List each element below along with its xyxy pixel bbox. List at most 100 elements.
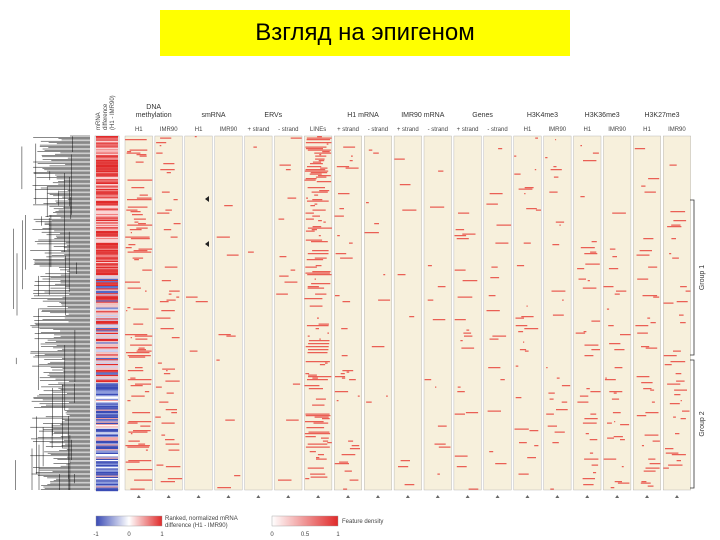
mrna-difference-stripe [96,464,118,466]
heatmap-track [364,135,392,491]
mrna-difference-stripe [96,400,118,402]
mrna-difference-stripe [96,397,118,399]
mrna-difference-label: (H1 - IMR90) [110,95,116,130]
mrna-difference-stripe [96,307,118,309]
mrna-difference-stripe [96,454,118,456]
heatmap-track [334,135,362,491]
mrna-difference-stripe [96,308,118,310]
density-legend-tick: 0.5 [301,532,310,538]
mrna-difference-stripe [96,335,118,337]
mrna-difference-stripe [96,484,118,486]
mrna-difference-stripe [96,439,118,441]
mrna-difference-stripe [96,205,118,207]
mrna-difference-colorbar [95,515,163,527]
mrna-difference-stripe [96,427,118,429]
heatmap-features [545,139,571,490]
mrna-difference-stripe [96,415,118,417]
mrna-difference-stripe [96,348,118,350]
mrna-difference-stripe [96,366,118,368]
dendrogram [13,135,90,490]
mrna-difference-stripe [96,276,118,278]
heatmap-features [155,137,183,483]
mrna-difference-stripe [96,179,118,181]
mrna-difference-stripe [96,352,118,354]
mrna-difference-stripe [96,426,118,428]
mrna-difference-stripe [96,284,118,286]
mrna-difference-stripe [96,379,118,381]
mrna-difference-stripe [96,446,118,448]
mrna-difference-stripe [96,224,118,226]
mrna-difference-stripe [96,414,118,416]
mrna-difference-stripe [96,342,118,344]
mrna-difference-stripe [96,221,118,223]
mrna-difference-stripe [96,155,118,157]
heatmap-features [663,164,691,469]
track-sub-label: IMR90 [668,127,686,133]
mrna-difference-stripe [96,466,118,468]
mrna-difference-stripe [96,404,118,406]
track-sub-label: H1 [524,127,532,133]
mrna-difference-stripe [96,262,118,264]
mrna-difference-stripe [96,373,118,375]
mrna-difference-stripe [96,460,118,462]
mrna-difference-stripe [96,292,118,294]
mrna-difference-stripe [96,358,118,360]
heatmap-track [453,135,482,491]
mrna-difference-stripe [96,251,118,253]
mrna-difference-stripe [96,220,118,222]
mrna-difference-stripe [96,157,118,159]
mrna-difference-stripe [96,166,118,168]
density-legend-label: Feature density [342,519,383,525]
mrna-difference-stripe [96,322,118,324]
mrna-difference-stripe [96,192,118,194]
mrna-difference-stripe [96,434,118,436]
mrna-difference-stripe [96,304,118,306]
mrna-difference-stripe [96,286,118,288]
slide-title-box: Взгляд на эпигеном [160,10,570,56]
mrna-difference-stripe [96,229,118,231]
dendrogram-branches [13,135,90,490]
mrna-difference-stripe [96,211,118,213]
mrna-difference-stripe [96,175,118,177]
mrna-difference-stripe [96,163,118,165]
heatmap-tracks [124,135,691,498]
mrna-difference-stripe [96,472,118,474]
track-marker [256,495,261,498]
track-marker [674,495,679,498]
mrna-difference-stripe [96,457,118,459]
mrna-difference-stripe [96,241,118,243]
mrna-difference-stripe [96,151,118,153]
track-sub-label: H1 [643,127,651,133]
mrna-difference-stripe [96,448,118,450]
mrna-difference-stripe [96,340,118,342]
track-group-label: ERVs [264,112,282,119]
mrna-difference-stripe [96,354,118,356]
mrna-difference-stripe [96,287,118,289]
heatmap-features [634,148,661,487]
mrna-difference-stripe [96,277,118,279]
mrna-difference-stripe [96,197,118,199]
heatmap-track [154,135,183,491]
mrna-difference-stripe [96,412,118,414]
mrna-difference-stripe [96,386,118,388]
mrna-difference-stripe [96,413,118,415]
mrna-difference-stripe [96,318,118,320]
mrna-difference-stripe [96,254,118,256]
mrna-difference-stripe [96,362,118,364]
mrna-difference-stripe [96,344,118,346]
mrna-difference-stripe [96,146,118,148]
mrna-difference-stripe [96,336,118,338]
mrna-difference-stripe [96,440,118,442]
mrna-difference-stripe [96,296,118,298]
mrna-difference-stripe [96,438,118,440]
mrna-legend-tick: 0 [127,532,131,538]
feature-density-colorbar [271,515,339,527]
mrna-difference-stripe [96,200,118,202]
heatmap-track [124,135,153,491]
track-sub-label: + strand [397,127,419,133]
mrna-difference-stripe [96,256,118,258]
track-sub-label: H1 [583,127,591,133]
track-marker [645,495,650,498]
mrna-difference-stripe [96,222,118,224]
